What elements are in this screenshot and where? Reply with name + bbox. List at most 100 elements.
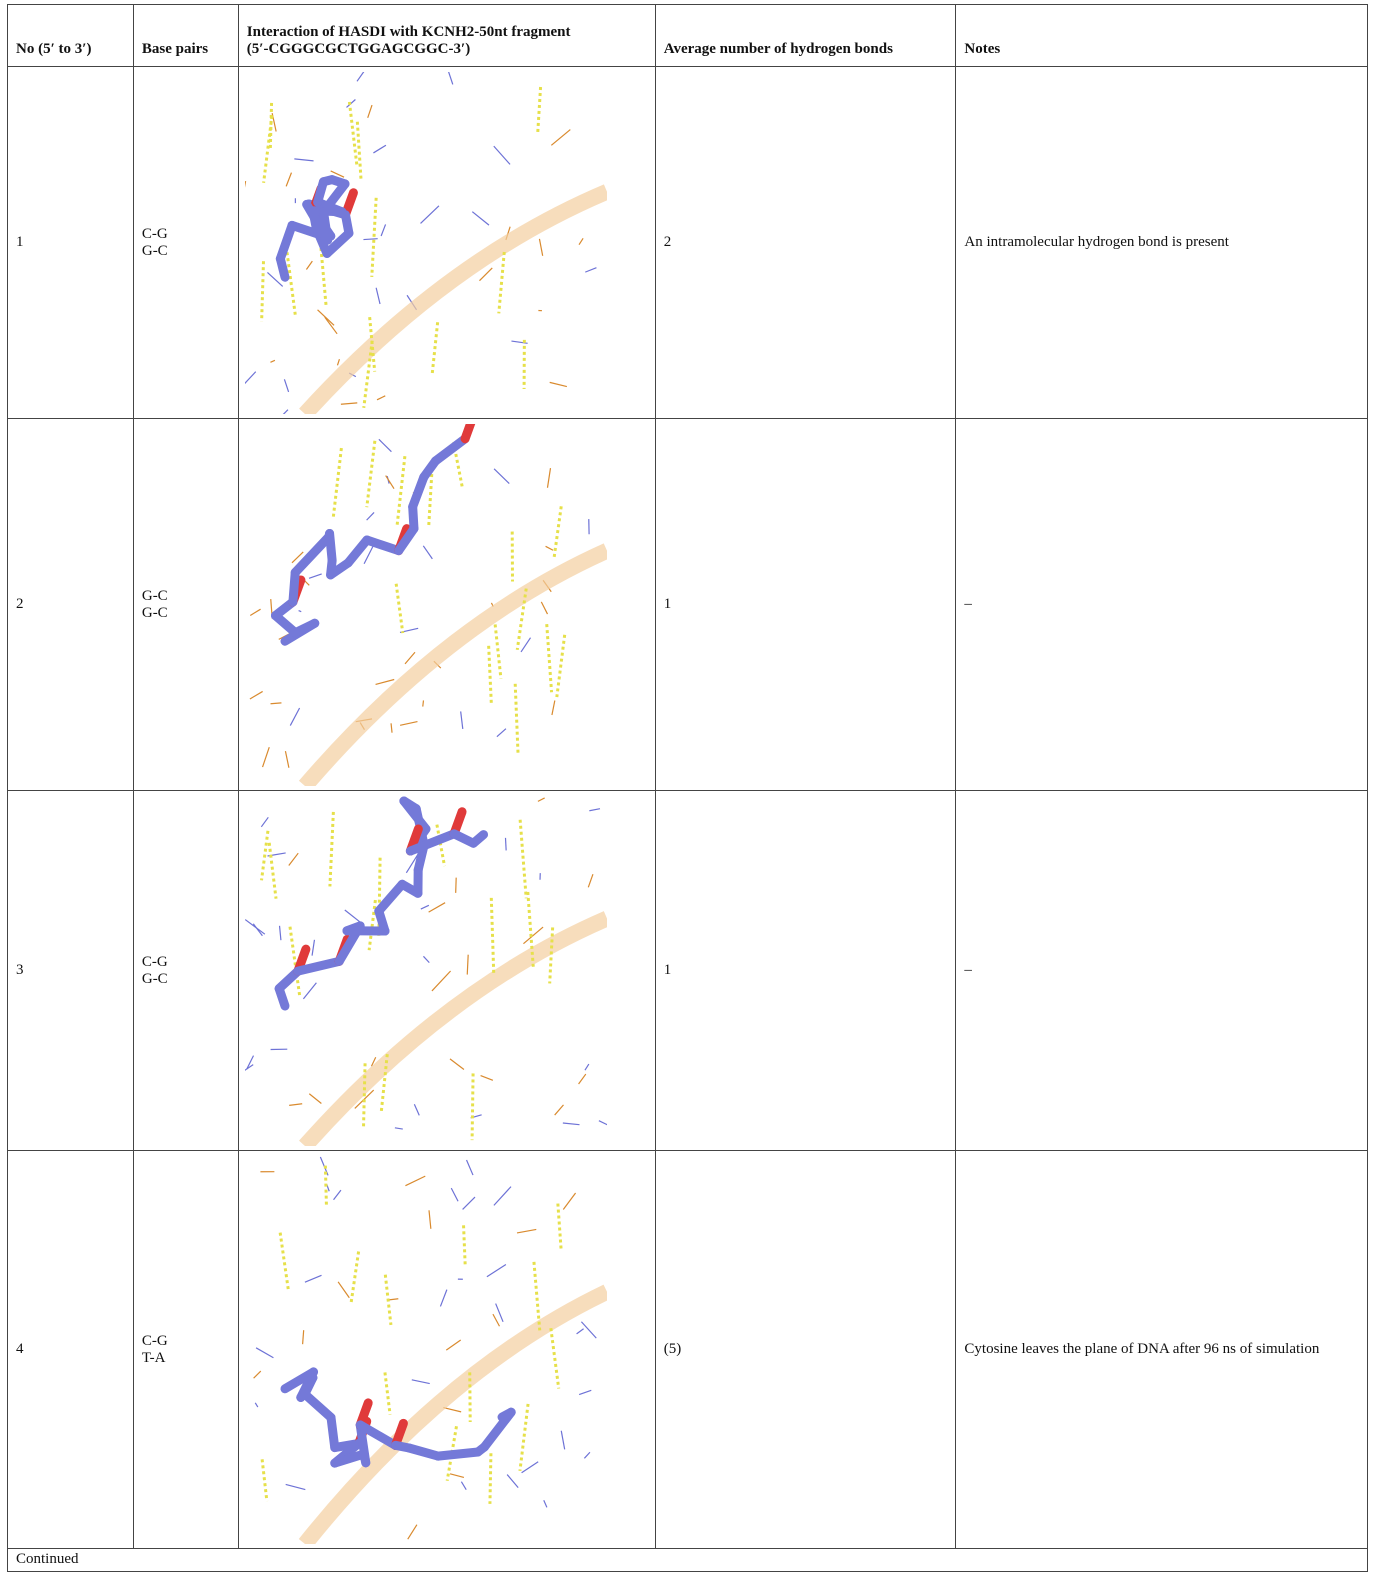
dna-stick [244, 370, 256, 384]
hbond [259, 830, 270, 880]
footer-row: Continued [7, 1548, 1368, 1572]
dna-stick [249, 690, 263, 699]
header-row: No (5′ to 3′) Base pairs Interaction of … [7, 4, 1368, 67]
ligand-stick [355, 1419, 400, 1450]
image-cell [237, 66, 656, 419]
dna-stick [554, 1103, 564, 1115]
dna-stick [363, 545, 374, 564]
hbond [365, 440, 377, 507]
dna-stick [336, 358, 340, 366]
dna-stick [340, 401, 358, 405]
ligand-stick [468, 829, 488, 848]
dna-stick [270, 701, 282, 704]
hbond [427, 473, 434, 526]
image-cell [237, 790, 656, 1151]
hbond [549, 1327, 561, 1389]
dna-stick [294, 157, 314, 161]
dna-stick [269, 359, 275, 363]
dna-stick [285, 171, 292, 187]
header-cell: Base pairs [132, 4, 239, 67]
ligand-stick [288, 567, 300, 606]
dna-stick [324, 316, 338, 334]
dna-stick [245, 1054, 254, 1070]
base-pair: G-C [141, 604, 168, 621]
dna-stick [375, 287, 381, 304]
dna-stick [413, 1103, 420, 1116]
dna-stick [562, 1121, 580, 1125]
dna-stick [465, 1159, 474, 1175]
header-line: (5′-CGGGCGCTGGAGCGGC-3′) [246, 41, 471, 57]
notes-cell: An intramolecular hydrogen bond is prese… [955, 66, 1368, 419]
dna-stick [363, 237, 378, 240]
dna-stick [521, 1460, 539, 1473]
hbond [470, 1072, 475, 1140]
header-line: Interaction of HASDI with KCNH2-50nt fra… [246, 24, 571, 40]
hbond [328, 811, 335, 887]
dna-stick [399, 720, 418, 726]
dna-stick [449, 1057, 465, 1070]
dna-stick [284, 750, 290, 768]
molecule-image [249, 423, 607, 786]
ligand-stick [318, 178, 350, 216]
hbond [367, 899, 377, 950]
dna-stick [271, 112, 277, 132]
hbond [497, 251, 506, 314]
base-pair: G-C [141, 970, 168, 987]
hbond [552, 505, 563, 558]
notes-cell: – [955, 418, 1368, 791]
dna-stick [384, 474, 395, 489]
base-pairs-cell: C-G G-C [132, 66, 239, 419]
base-pair: T-A [141, 1349, 166, 1366]
oxygen-stick [460, 423, 476, 443]
ligand-stick [301, 199, 332, 245]
dna-stick [431, 970, 451, 991]
dna-stick [301, 1329, 305, 1344]
dna-stick [316, 308, 335, 326]
ligand-stick [430, 433, 470, 465]
hbonds-cell: (5) [654, 1150, 957, 1549]
ligand-stick [293, 956, 344, 976]
dna-stick [419, 204, 440, 224]
hbond [430, 321, 439, 375]
dna-stick [283, 378, 289, 392]
ligand-stick [399, 796, 431, 834]
dna-stick [442, 1406, 462, 1412]
hbond [331, 447, 343, 517]
dna-stick [288, 1102, 303, 1106]
dna-stick [589, 807, 600, 811]
dna-stick [584, 266, 597, 273]
dna-stick [504, 837, 507, 850]
dna-stick [282, 408, 289, 414]
dna-stick [308, 572, 322, 579]
dna-stick [244, 180, 246, 188]
dna-ribbon [298, 910, 607, 1146]
hbond [555, 634, 566, 697]
image-cell [237, 418, 656, 791]
hbond [488, 1452, 493, 1504]
ligand-stick [362, 535, 403, 555]
ligand-stick [324, 528, 337, 565]
hbonds-cell: 2 [654, 66, 957, 419]
base-pairs-cell: C-G G-C [132, 790, 239, 1151]
dna-stick [304, 1274, 322, 1283]
header-cell: Notes [955, 4, 1368, 67]
dna-stick [380, 223, 386, 236]
dna-stick [378, 438, 392, 452]
dna-stick [305, 260, 313, 270]
dna-stick [421, 699, 424, 707]
dna-stick [376, 394, 386, 400]
hbond [526, 891, 535, 969]
base-pair: G-C [141, 242, 168, 259]
dna-stick [422, 544, 433, 559]
header-cell: Interaction of HASDI with KCNH2-50nt fra… [237, 4, 656, 67]
hbond [383, 1274, 393, 1325]
hbond [259, 260, 265, 321]
dna-stick [407, 1523, 418, 1539]
dna-stick [459, 710, 464, 729]
dna-ribbon [298, 1284, 607, 1544]
hbond [267, 842, 278, 899]
hbond [361, 1062, 367, 1128]
dna-stick [249, 608, 261, 616]
hbond [493, 623, 503, 679]
